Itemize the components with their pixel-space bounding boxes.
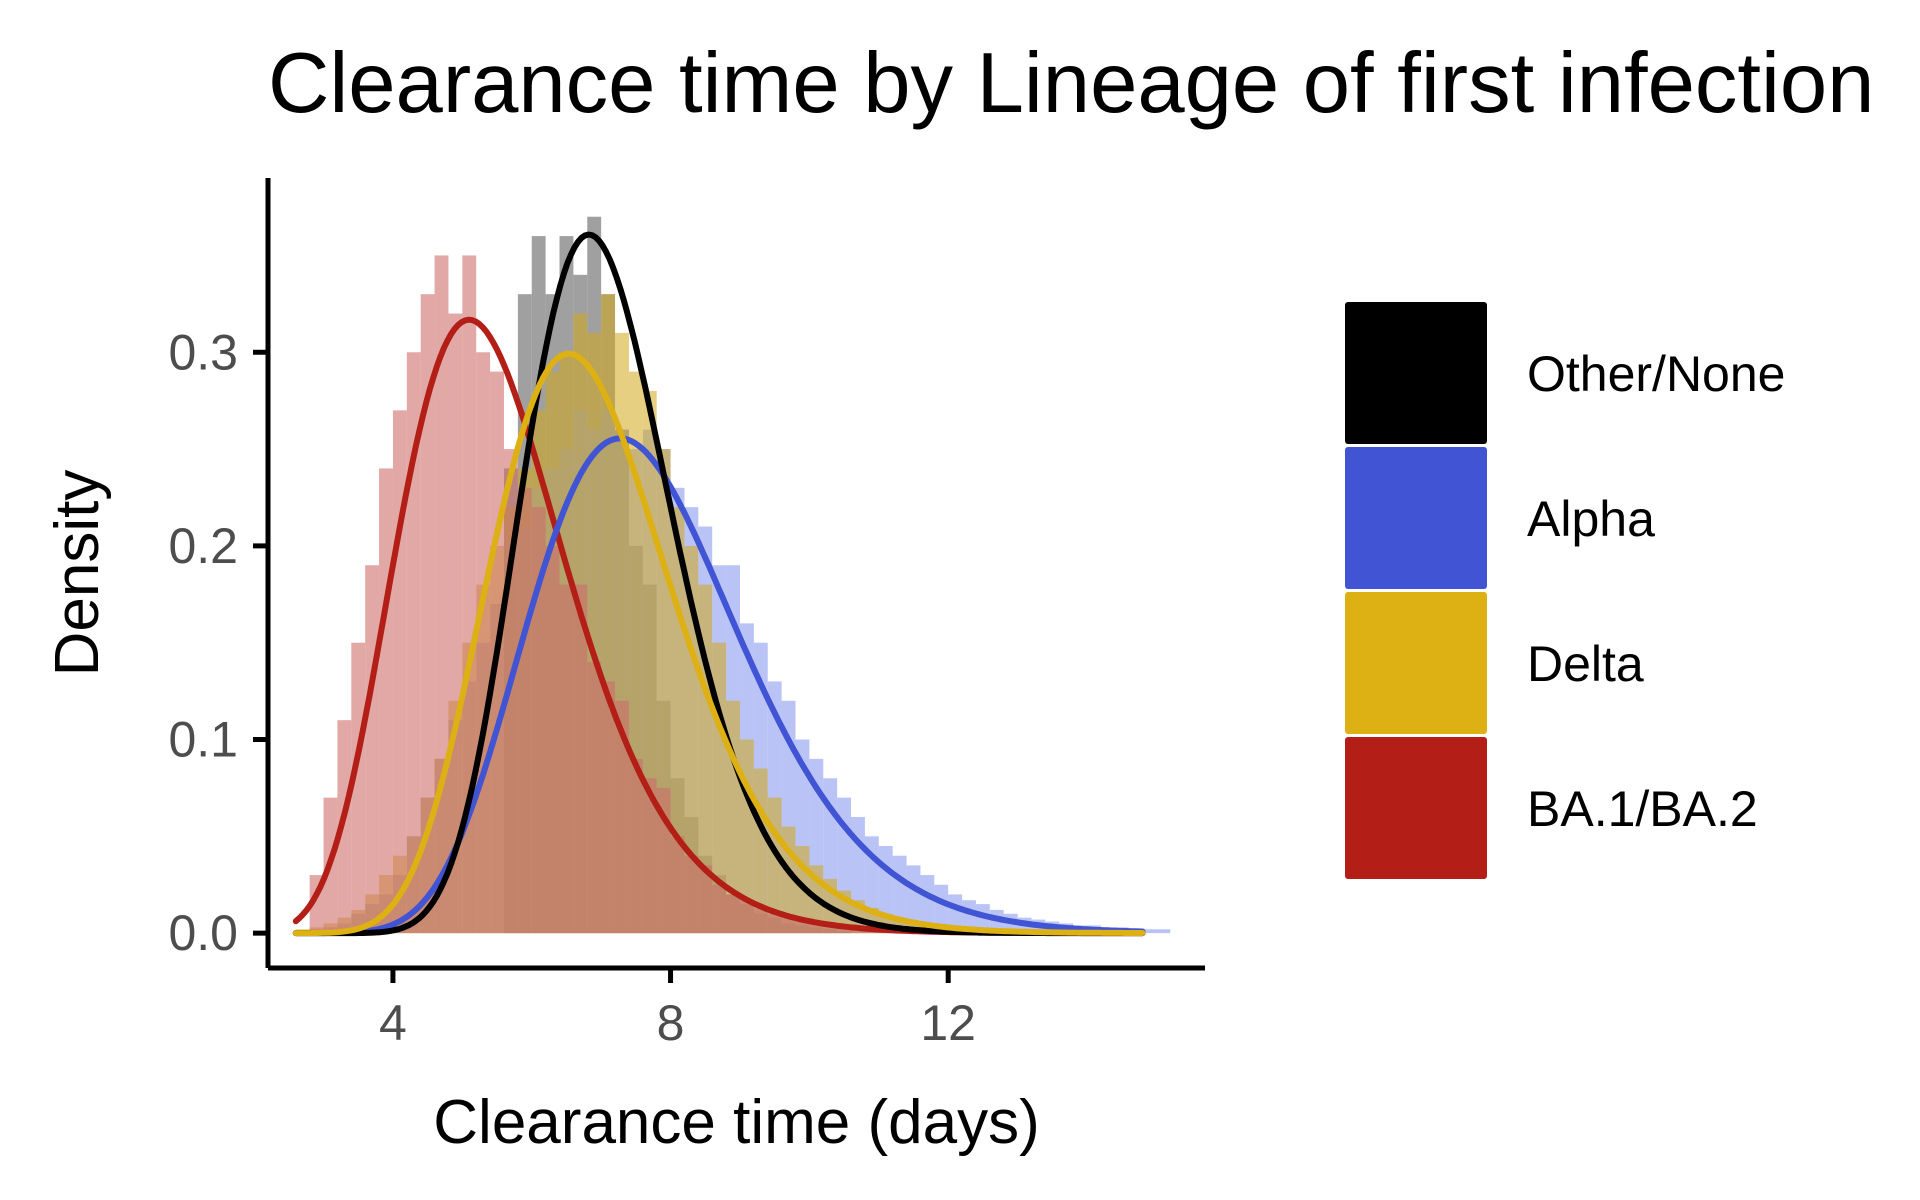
bars-ba-1-ba-2 (309, 255, 893, 934)
histogram-bar (476, 352, 491, 934)
histogram-bar (712, 884, 727, 934)
histogram-bar (573, 584, 588, 934)
legend-key-other-none (1345, 302, 1487, 444)
legend-key-delta (1345, 592, 1487, 734)
histogram-bar (1156, 929, 1171, 934)
histogram-bar (642, 778, 657, 934)
histogram-bar (448, 313, 463, 934)
histogram-bar (420, 294, 435, 934)
histogram-bar (851, 929, 865, 934)
x-axis-title: Clearance time (days) (433, 1088, 1039, 1157)
histogram-bar (337, 720, 352, 934)
curve-alpha (292, 435, 1146, 937)
y-tick-label: 0.1 (168, 712, 238, 768)
histogram-bar (809, 923, 824, 934)
histogram-bar (531, 507, 546, 934)
y-tick-label: 0.0 (168, 905, 238, 961)
histogram-bar (753, 907, 768, 934)
y-tick-label: 0.3 (168, 324, 238, 380)
legend-key-ba-1-ba-2 (1345, 737, 1487, 879)
histogram-bar (365, 565, 380, 934)
density-curves (292, 231, 1146, 937)
legend: Other/None Alpha Delta BA.1/BA.2 (1345, 302, 1785, 879)
histogram-bar (739, 900, 754, 934)
legend-key-alpha (1345, 447, 1487, 589)
legend-label: Other/None (1527, 346, 1785, 402)
histogram-bar (406, 352, 421, 934)
histogram-bar (920, 875, 935, 934)
histogram-bar (726, 894, 740, 934)
histogram-bar (351, 642, 366, 934)
histogram-bar (545, 545, 560, 934)
y-tick-label: 0.2 (168, 518, 238, 574)
histogram-bar (615, 700, 629, 934)
histogram-bar (698, 865, 713, 934)
histogram-bar (517, 487, 532, 934)
x-tick-label: 8 (657, 995, 685, 1051)
histogram-bar (837, 927, 852, 934)
chart-title: Clearance time by Lineage of first infec… (268, 36, 1874, 131)
x-tick-label: 12 (920, 995, 976, 1051)
histogram-bar (601, 681, 616, 934)
y-axis-title: Density (43, 470, 112, 677)
x-axis-ticks: 4 8 12 (379, 968, 976, 1051)
axes (265, 178, 1205, 971)
legend-label: Delta (1527, 636, 1644, 692)
histogram-bar (1142, 929, 1157, 934)
histogram-bar (559, 584, 574, 934)
histogram-bar (587, 662, 602, 934)
histogram-bar (670, 836, 685, 934)
histogram-bar (823, 925, 838, 934)
legend-label: Alpha (1527, 491, 1655, 547)
histogram-bar (795, 921, 810, 934)
legend-label: BA.1/BA.2 (1527, 781, 1758, 837)
histogram-bar (684, 855, 699, 934)
y-axis-ticks: 0.0 0.1 0.2 0.3 (168, 324, 268, 961)
histogram-bar (462, 255, 477, 934)
histogram-bar (781, 917, 796, 934)
x-tick-label: 4 (379, 995, 407, 1051)
histogram-bar (379, 468, 393, 934)
curve-delta (292, 350, 1146, 937)
histogram-bar (628, 758, 643, 934)
histogram-bar (767, 913, 782, 934)
histogram-bar (975, 904, 990, 934)
